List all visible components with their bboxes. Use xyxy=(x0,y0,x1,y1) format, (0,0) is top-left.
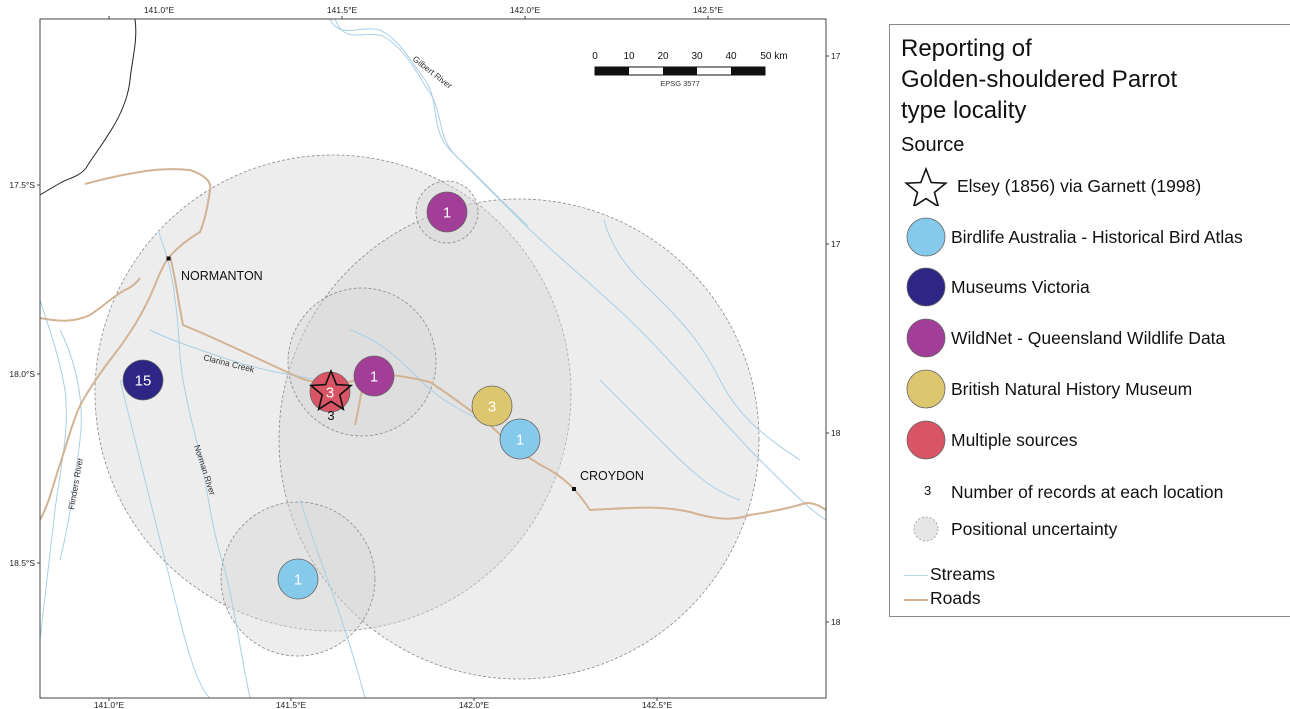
legend-label-roads: Roads xyxy=(930,588,981,608)
coastline xyxy=(40,19,137,196)
stream-path xyxy=(329,19,826,521)
star-icon xyxy=(308,368,354,411)
legend-swatch xyxy=(906,267,946,307)
scale-bar: 0 10 20 30 40 50 km EPSG 3577 xyxy=(592,51,787,88)
map-frame: NORMANTON CROYDON Gilbert River Clarina … xyxy=(9,5,840,709)
legend-title-line: Golden-shouldered Parrot xyxy=(901,66,1178,93)
road-path xyxy=(40,255,171,521)
record-point-birdlife[interactable]: 1 xyxy=(499,418,541,460)
tick-label-top: 142.5°E xyxy=(693,5,724,15)
record-point-wildnet[interactable]: 1 xyxy=(426,191,468,233)
town-label-normanton: NORMANTON xyxy=(181,269,263,283)
tick-label-bottom: 142.5°E xyxy=(642,700,673,709)
uncertainty-swatch xyxy=(913,516,939,542)
map-border xyxy=(39,18,827,699)
tick-label-right: 18.5°S xyxy=(831,617,840,627)
legend-label: Museums Victoria xyxy=(951,277,1090,297)
legend-swatch xyxy=(906,420,946,460)
legend-item-elsey: Elsey (1856) via Garnett (1998) xyxy=(890,166,1290,206)
tick-label-top: 141.5°E xyxy=(327,5,358,15)
record-count: 3 xyxy=(488,399,496,416)
record-count: 3 xyxy=(326,385,334,402)
tick-label-right: 17.5°S xyxy=(831,239,840,249)
legend-label: Number of records at each location xyxy=(951,482,1224,502)
record-count: 1 xyxy=(294,572,302,589)
legend-item-museums-victoria: Museums Victoria xyxy=(890,267,1290,307)
legend-section-heading: Source xyxy=(901,134,965,156)
stream-path xyxy=(40,299,67,641)
tick-label-top: 142.0°E xyxy=(510,5,541,15)
scale-label: 40 xyxy=(725,51,737,62)
town-label-croydon: CROYDON xyxy=(580,469,644,483)
stream-path xyxy=(119,379,211,698)
tick-label-right: 18.0°S xyxy=(831,428,840,438)
scale-label: 30 xyxy=(691,51,703,62)
legend-title: Reporting of Golden-shouldered Parrot ty… xyxy=(901,33,1281,126)
legend-item-record-count: 3 Number of records at each location xyxy=(890,472,1290,512)
road-path xyxy=(40,277,141,322)
type-locality-star[interactable]: 3 xyxy=(308,368,354,423)
legend-count-example: 3 xyxy=(924,483,932,498)
legend-label-streams: Streams xyxy=(930,564,996,584)
projection-label: EPSG 3577 xyxy=(660,79,700,88)
record-point-wildnet[interactable]: 1 xyxy=(353,355,395,397)
tick-label-left: 18.5°S xyxy=(9,558,35,568)
legend-item-british-museum: British Natural History Museum xyxy=(890,369,1290,409)
graticule-ticks xyxy=(37,16,829,701)
legend-label: Birdlife Australia - Historical Bird Atl… xyxy=(951,227,1243,247)
town-marker-croydon xyxy=(572,487,576,491)
road-path xyxy=(84,168,212,257)
road-path xyxy=(354,389,363,426)
legend-swatch xyxy=(906,318,946,358)
records-layer: 15 1 3 1 3 1 1 xyxy=(122,191,541,600)
legend-label: Positional uncertainty xyxy=(951,519,1118,539)
record-point-birdlife[interactable]: 1 xyxy=(277,558,319,600)
tick-label-bottom: 141.0°E xyxy=(94,700,125,709)
legend-title-line: type locality xyxy=(901,97,1027,124)
record-count: 1 xyxy=(370,369,378,386)
legend-label: Elsey (1856) via Garnett (1998) xyxy=(957,176,1202,196)
stream-path xyxy=(59,329,82,561)
scale-label: 50 km xyxy=(760,51,787,62)
scale-label: 20 xyxy=(657,51,669,62)
legend-title-line: Reporting of xyxy=(901,35,1032,62)
record-point-british-museum[interactable]: 3 xyxy=(471,385,513,427)
tick-label-left: 17.5°S xyxy=(9,180,35,190)
town-marker-normanton xyxy=(166,256,171,261)
roads-swatch xyxy=(904,599,928,601)
stream-path xyxy=(603,219,801,461)
record-point-museums-victoria[interactable]: 15 xyxy=(122,359,164,401)
legend-swatch xyxy=(906,369,946,409)
legend-label: Multiple sources xyxy=(951,430,1078,450)
scale-label: 10 xyxy=(623,51,635,62)
legend-label: British Natural History Museum xyxy=(951,379,1193,399)
legend-item-wildnet: WildNet - Queensland Wildlife Data xyxy=(890,318,1290,358)
streams-layer xyxy=(40,19,826,698)
record-count: 1 xyxy=(443,205,451,222)
type-locality-count: 3 xyxy=(327,408,334,423)
tick-label-left: 18.0°S xyxy=(9,369,35,379)
streams-swatch xyxy=(904,575,928,576)
stream-path xyxy=(299,499,366,698)
legend-item-multiple: Multiple sources xyxy=(890,420,1290,460)
scale-label: 0 xyxy=(592,51,598,62)
tick-label-right: 17.0°S xyxy=(831,51,840,61)
legend: Reporting of Golden-shouldered Parrot ty… xyxy=(889,24,1290,617)
stream-path xyxy=(599,379,741,501)
star-icon xyxy=(904,166,948,206)
legend-item-uncertainty: Positional uncertainty xyxy=(890,509,1290,549)
stream-path xyxy=(157,229,251,698)
tick-label-bottom: 141.5°E xyxy=(276,700,307,709)
legend-swatch xyxy=(906,217,946,257)
legend-label: WildNet - Queensland Wildlife Data xyxy=(951,328,1226,348)
record-count: 15 xyxy=(135,373,152,390)
tick-label-top: 141.0°E xyxy=(144,5,175,15)
record-count: 1 xyxy=(516,432,524,449)
stream-path xyxy=(334,19,529,227)
legend-item-birdlife: Birdlife Australia - Historical Bird Atl… xyxy=(890,217,1290,257)
tick-label-bottom: 142.0°E xyxy=(459,700,490,709)
